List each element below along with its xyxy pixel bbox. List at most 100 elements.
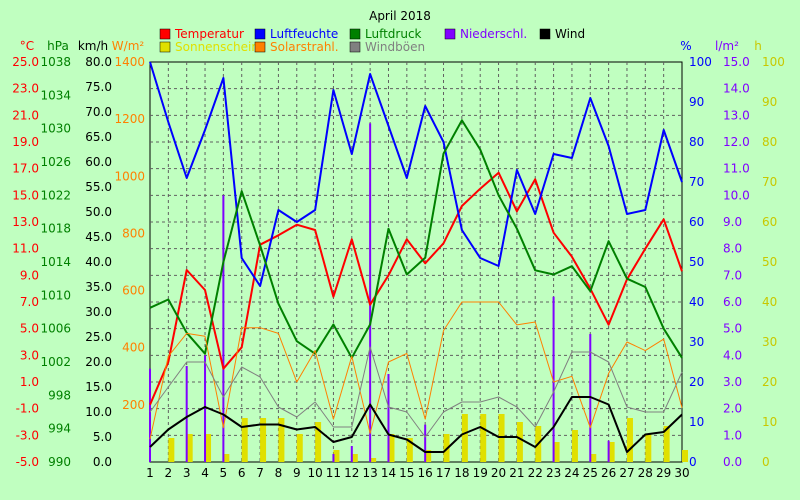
- legend-label: Temperatur: [174, 27, 244, 41]
- legend-label: Solarstrahl.: [270, 40, 339, 54]
- bar-sonnenschein: [516, 422, 523, 462]
- axis-unit-label: %: [680, 39, 691, 53]
- bar-sonnenschein: [351, 454, 358, 462]
- axis-tick-label: 20: [689, 375, 704, 389]
- axis-tick-label: 1200: [114, 112, 145, 126]
- bar-niederschl: [204, 355, 207, 462]
- axis-tick-label: 11.0: [723, 162, 750, 176]
- bar-sonnenschein: [663, 426, 670, 462]
- x-tick-label: 13: [362, 466, 377, 480]
- axis-tick-label: 1006: [40, 322, 71, 336]
- axis-tick-label: 6.0: [723, 295, 742, 309]
- x-tick-label: 9: [293, 466, 301, 480]
- x-tick-label: 19: [473, 466, 488, 480]
- axis-tick-label: 13.0: [723, 108, 750, 122]
- axis-tick-label: 1022: [40, 188, 71, 202]
- x-tick-label: 15: [399, 466, 414, 480]
- legend-label: Luftfeuchte: [270, 27, 338, 41]
- legend-label: Luftdruck: [365, 27, 422, 41]
- axis-tick-label: 90: [689, 95, 704, 109]
- axis-tick-label: 100: [689, 55, 712, 69]
- legend-swatch: [159, 41, 171, 53]
- bar-niederschl: [149, 368, 151, 462]
- bar-sonnenschein: [168, 438, 175, 462]
- axis-tick-label: 3.0: [20, 348, 39, 362]
- axis-tick-label: 80.0: [85, 55, 112, 69]
- x-tick-label: 21: [509, 466, 524, 480]
- axis-tick-label: 0: [762, 455, 770, 469]
- x-tick-label: 24: [564, 466, 579, 480]
- bar-sonnenschein: [645, 434, 652, 462]
- axis-tick-label: 50.0: [85, 205, 112, 219]
- axis-tick-label: 1038: [40, 55, 71, 69]
- axis-tick-label: 60: [762, 215, 777, 229]
- axis-tick-label: 1034: [40, 88, 71, 102]
- axis-unit-label: W/m²: [112, 39, 145, 53]
- legend-swatch: [349, 41, 361, 53]
- series-line-luftfeuchte: [149, 61, 683, 287]
- axis-tick-label: 65.0: [85, 130, 112, 144]
- bar-sonnenschein: [425, 450, 432, 462]
- legend-swatch: [349, 28, 361, 40]
- x-tick-label: 6: [238, 466, 246, 480]
- axis-tick-label: 990: [48, 455, 71, 469]
- axis-tick-label: 0: [689, 455, 697, 469]
- axis-tick-label: 25.0: [12, 55, 39, 69]
- x-tick-label: 12: [344, 466, 359, 480]
- axis-tick-label: 5.0: [723, 322, 742, 336]
- axis-tick-label: 9.0: [20, 268, 39, 282]
- axis-tick-label: 7.0: [20, 295, 39, 309]
- axis-tick-label: 200: [122, 398, 145, 412]
- axis-tick-label: 0.0: [93, 455, 112, 469]
- axis-tick-label: 14.0: [723, 82, 750, 96]
- bar-sonnenschein: [571, 430, 578, 462]
- axis-tick-label: 30: [762, 335, 777, 349]
- axis-tick-label: 10.0: [723, 188, 750, 202]
- axis-unit-label: h: [754, 39, 762, 53]
- axis-tick-label: 50: [689, 255, 704, 269]
- axis-tick-label: 800: [122, 226, 145, 240]
- x-tick-label: 29: [656, 466, 671, 480]
- axis-tick-label: 40: [762, 295, 777, 309]
- axis-tick-label: 30.0: [85, 305, 112, 319]
- bar-niederschl: [350, 446, 353, 462]
- series-line-wind: [149, 396, 683, 453]
- bar-sonnenschein: [590, 454, 597, 462]
- axis-tick-label: 40: [689, 295, 704, 309]
- x-tick-label: 25: [583, 466, 598, 480]
- axis-tick-label: 15.0: [12, 188, 39, 202]
- axis-tick-label: 70.0: [85, 105, 112, 119]
- axis-tick-label: 7.0: [723, 268, 742, 282]
- bar-sonnenschein: [205, 434, 212, 462]
- x-tick-label: 27: [619, 466, 634, 480]
- axis-tick-label: 70: [689, 175, 704, 189]
- axis-tick-label: 10: [689, 415, 704, 429]
- axis-tick-label: 20.0: [85, 355, 112, 369]
- axis-tick-label: 1010: [40, 288, 71, 302]
- x-tick-label: 17: [436, 466, 451, 480]
- axis-tick-label: -1.0: [16, 402, 39, 416]
- x-tick-label: 14: [381, 466, 396, 480]
- bar-sonnenschein: [406, 438, 413, 462]
- series-line-windben: [149, 346, 683, 438]
- x-tick-label: 2: [165, 466, 173, 480]
- axis-tick-label: 10: [762, 415, 777, 429]
- bar-sonnenschein: [461, 414, 468, 462]
- axis-tick-label: 15.0: [85, 380, 112, 394]
- axis-tick-label: 400: [122, 341, 145, 355]
- axis-tick-label: 20: [762, 375, 777, 389]
- x-tick-label: 18: [454, 466, 469, 480]
- bar-sonnenschein: [388, 434, 395, 462]
- axis-tick-label: 3.0: [723, 375, 742, 389]
- axis-tick-label: 5.0: [20, 322, 39, 336]
- axis-tick-label: 2.0: [723, 402, 742, 416]
- legend-label: Windböen: [365, 40, 425, 54]
- axis-tick-label: 0.0: [723, 455, 742, 469]
- x-tick-label: 5: [220, 466, 228, 480]
- x-tick-label: 11: [326, 466, 341, 480]
- legend-label: Sonnenschein: [175, 40, 259, 54]
- bar-sonnenschein: [626, 418, 633, 462]
- bar-sonnenschein: [278, 418, 285, 462]
- series-line-temperatur: [149, 171, 683, 406]
- axis-tick-label: 100: [762, 55, 785, 69]
